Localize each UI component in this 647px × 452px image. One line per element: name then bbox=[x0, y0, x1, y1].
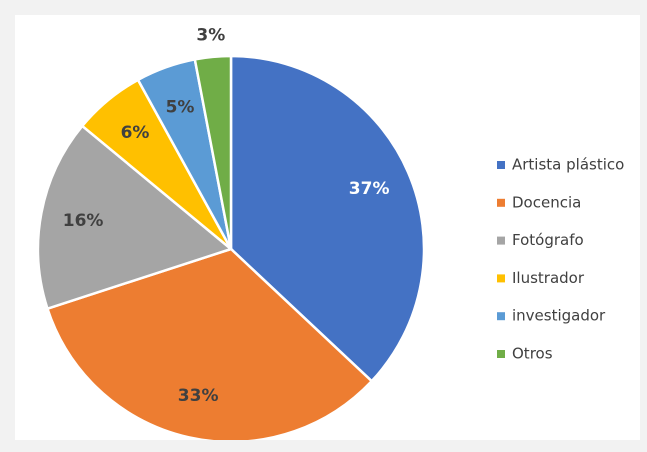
data-label: 6% bbox=[121, 123, 150, 143]
pie-slice bbox=[193, 54, 233, 250]
pie-slice bbox=[45, 247, 374, 440]
data-label: 37% bbox=[349, 179, 390, 199]
data-label: 3% bbox=[196, 26, 225, 46]
legend-swatch bbox=[497, 274, 505, 283]
data-label: 5% bbox=[166, 97, 195, 117]
legend-label: investigador bbox=[512, 307, 606, 325]
legend-swatch bbox=[497, 236, 505, 245]
pie-slice bbox=[36, 124, 234, 311]
legend-swatch bbox=[497, 161, 505, 169]
legend-label: Docencia bbox=[512, 193, 581, 211]
pie-slice bbox=[229, 54, 426, 383]
pie-group: 37% 33% 16% 6% 5% 3% Artista plástico Docencia F… bbox=[36, 26, 624, 440]
legend-label: Otros bbox=[512, 345, 553, 363]
legend-label: Fotógrafo bbox=[512, 231, 584, 249]
legend-label: Ilustrador bbox=[512, 269, 585, 287]
data-label: 16% bbox=[63, 211, 104, 231]
legend-swatch bbox=[497, 198, 505, 207]
legend-swatch bbox=[497, 312, 505, 321]
legend-label: Artista plástico bbox=[512, 156, 624, 174]
data-label: 33% bbox=[178, 386, 219, 406]
legend-swatch bbox=[497, 350, 505, 358]
